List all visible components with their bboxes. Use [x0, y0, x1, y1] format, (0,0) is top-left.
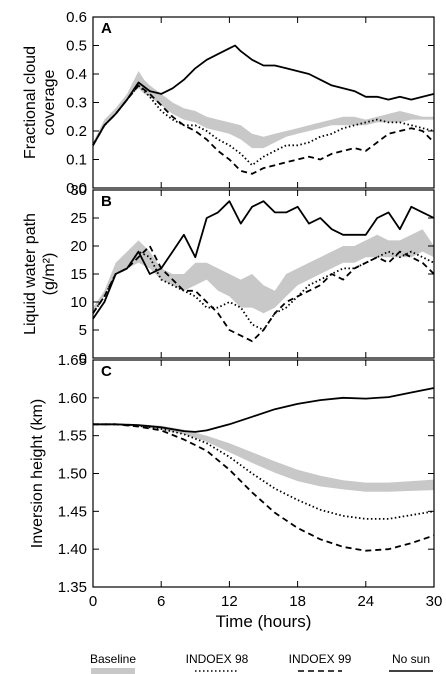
y-tick-label: 1.45 — [58, 503, 87, 520]
y-tick-label: 1.40 — [58, 541, 87, 558]
legend-swatch-baseline — [91, 668, 135, 674]
y-tick-label: 0.1 — [66, 152, 87, 169]
baseline-band — [93, 423, 434, 492]
panel-b: 0 5 10 15 20 25 30 B Liquid water path (g/m²) — [22, 182, 435, 367]
panel-a: 0.0 0.1 0.2 0.3 0.4 0.5 0.6 A Fractional cloud co… — [22, 9, 435, 197]
x-tick-label: 30 — [426, 593, 443, 610]
panel-label: C — [101, 363, 112, 380]
series-line-nosun — [92, 200, 435, 320]
x-tick-label: 24 — [357, 593, 374, 610]
y-tick-label: 1.50 — [58, 466, 87, 483]
y-tick-label: 0.0 — [66, 180, 87, 197]
legend: Baseline INDOEX 98 INDOEX 99 No sun — [90, 652, 433, 674]
series-line-indoex99 — [92, 245, 435, 343]
baseline-band — [93, 71, 434, 149]
y-tick-label: 0 — [79, 350, 87, 367]
y-tick-label: 30 — [70, 182, 87, 199]
y-axis-label: Liquid water path — [22, 213, 39, 335]
series-line-indoex99 — [93, 423, 435, 552]
legend-label: No sun — [392, 652, 430, 666]
panel-label: B — [101, 193, 112, 210]
y-tick-label: 5 — [79, 322, 87, 339]
series-line-indoex99 — [92, 84, 435, 175]
series-line-nosun — [92, 44, 435, 146]
x-tick-label: 6 — [157, 593, 165, 610]
y-tick-label: 25 — [70, 210, 87, 227]
baseline-band — [93, 229, 434, 314]
y-tick-label: 0.2 — [66, 123, 87, 140]
y-tick-label: 0.6 — [66, 9, 87, 26]
panel-c: 1.35 1.40 1.45 1.50 1.55 1.60 1.65 C Inversion h… — [29, 352, 435, 596]
y-tick-label: 10 — [70, 294, 87, 311]
panel-frame — [92, 359, 435, 588]
legend-label: Baseline — [90, 652, 136, 666]
y-axis-label: coverage — [41, 69, 58, 135]
y-tick-label: 0.4 — [66, 66, 87, 83]
y-axis-label: Inversion height (km) — [29, 399, 46, 548]
panel-frame — [92, 16, 435, 189]
y-axis-label: (g/m²) — [41, 253, 58, 296]
legend-label: INDOEX 98 — [186, 652, 249, 666]
y-tick-label: 1.60 — [58, 390, 87, 407]
y-tick-label: 20 — [70, 238, 87, 255]
y-tick-label: 1.65 — [58, 352, 87, 369]
x-tick-label: 0 — [89, 593, 97, 610]
x-axis-label: Time (hours) — [216, 612, 312, 631]
y-tick-label: 1.35 — [58, 579, 87, 596]
y-tick-label: 15 — [70, 266, 87, 283]
y-axis-label: Fractional cloud — [22, 46, 39, 159]
x-tick-label: 18 — [289, 593, 306, 610]
series-line-nosun — [93, 387, 435, 433]
series-line-indoex98 — [93, 423, 435, 520]
y-tick-label: 0.5 — [66, 38, 87, 55]
y-tick-label: 1.55 — [58, 428, 87, 445]
series-line-indoex98 — [92, 84, 435, 167]
x-tick-label: 12 — [221, 593, 238, 610]
legend-label: INDOEX 99 — [289, 652, 352, 666]
panel-label: A — [101, 20, 112, 37]
y-tick-label: 0.3 — [66, 95, 87, 112]
